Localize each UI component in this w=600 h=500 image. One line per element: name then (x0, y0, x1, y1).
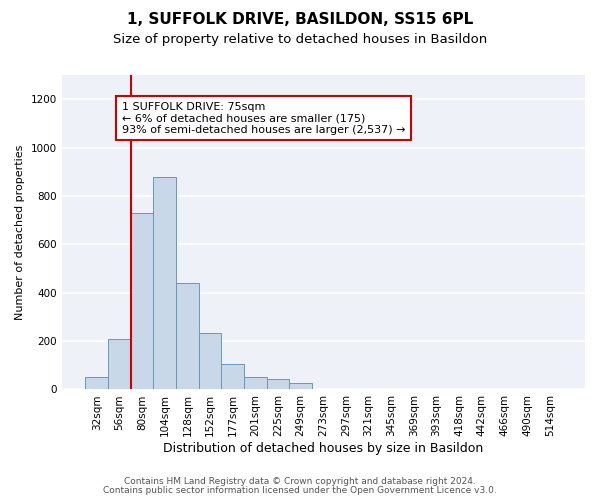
Text: Contains HM Land Registry data © Crown copyright and database right 2024.: Contains HM Land Registry data © Crown c… (124, 477, 476, 486)
Bar (131, 213, 154, 390)
Bar (244, 378, 266, 390)
Text: Size of property relative to detached houses in Basildon: Size of property relative to detached ho… (113, 32, 487, 46)
Bar (221, 364, 244, 390)
Y-axis label: Number of detached properties: Number of detached properties (15, 144, 25, 320)
Text: 1, SUFFOLK DRIVE, BASILDON, SS15 6PL: 1, SUFFOLK DRIVE, BASILDON, SS15 6PL (127, 12, 473, 28)
Bar (85, 378, 108, 390)
Bar (176, 283, 199, 390)
Bar (199, 332, 221, 390)
X-axis label: Distribution of detached houses by size in Basildon: Distribution of detached houses by size … (163, 442, 484, 455)
Bar (154, 176, 176, 390)
Text: 1 SUFFOLK DRIVE: 75sqm
← 6% of detached houses are smaller (175)
93% of semi-det: 1 SUFFOLK DRIVE: 75sqm ← 6% of detached … (122, 102, 406, 135)
Bar (289, 384, 312, 390)
Bar (266, 378, 289, 390)
Bar (108, 338, 131, 390)
Text: Contains public sector information licensed under the Open Government Licence v3: Contains public sector information licen… (103, 486, 497, 495)
